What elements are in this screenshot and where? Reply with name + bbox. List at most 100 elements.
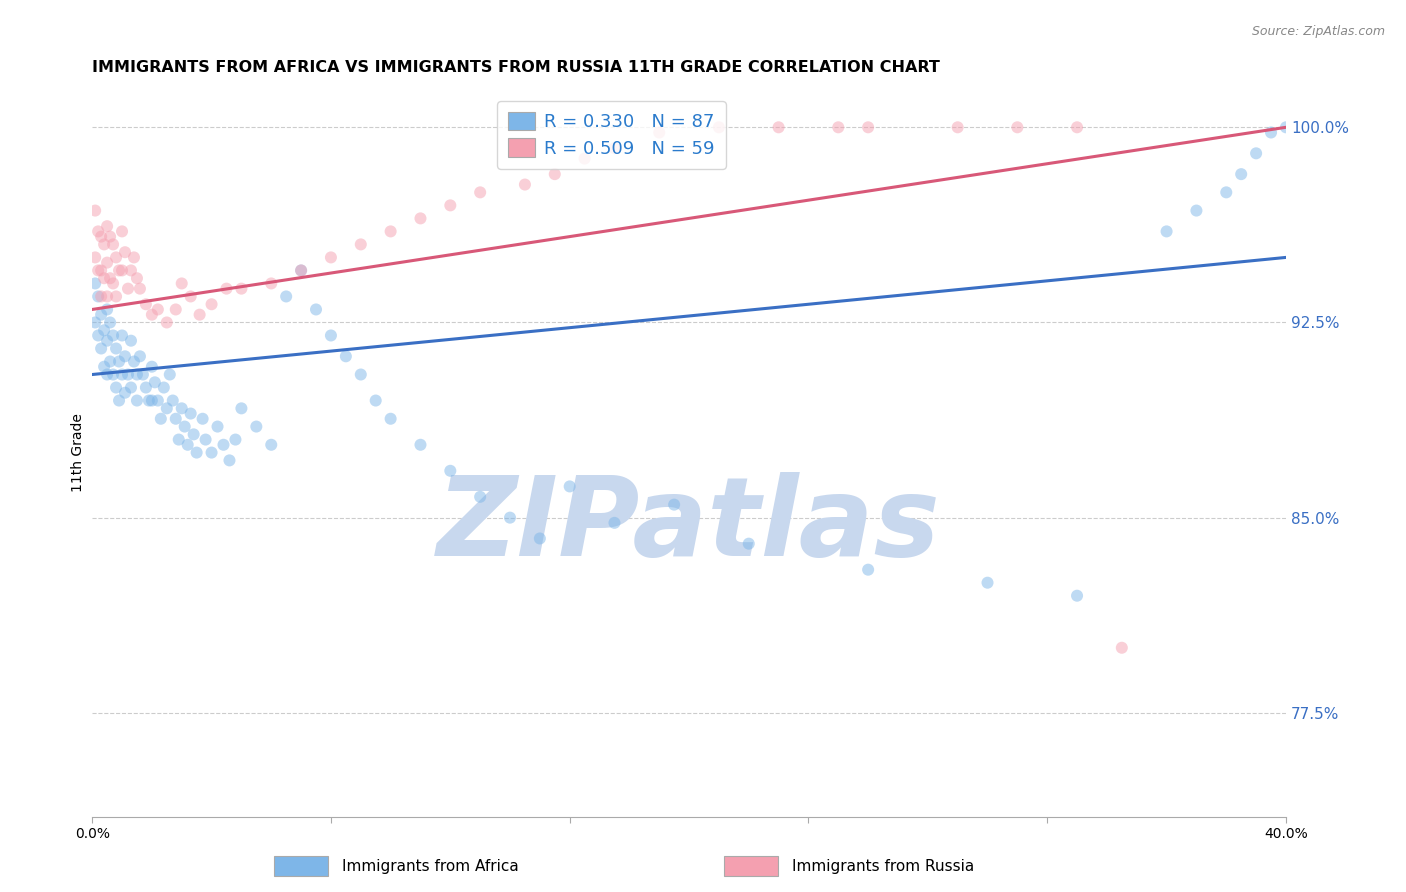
Point <box>149 411 172 425</box>
Point <box>218 453 240 467</box>
Point <box>856 563 879 577</box>
Point <box>93 237 115 252</box>
Point <box>98 229 121 244</box>
Point <box>153 380 176 394</box>
Point <box>135 297 157 311</box>
Point <box>135 380 157 394</box>
Point <box>90 289 112 303</box>
Point <box>976 575 998 590</box>
Point <box>170 401 193 416</box>
Point <box>114 349 136 363</box>
Point <box>1156 224 1178 238</box>
Text: ZIPatlas: ZIPatlas <box>437 472 941 579</box>
Point <box>544 167 567 181</box>
Point <box>93 323 115 337</box>
Point <box>96 334 118 348</box>
Point <box>98 271 121 285</box>
Point <box>1260 126 1282 140</box>
Point <box>215 282 238 296</box>
Point <box>159 368 181 382</box>
Point <box>176 438 198 452</box>
Point <box>162 393 184 408</box>
Point <box>93 271 115 285</box>
Point <box>105 289 128 303</box>
Point <box>143 376 166 390</box>
Point <box>117 282 139 296</box>
Point <box>96 368 118 382</box>
Point <box>120 380 142 394</box>
Point <box>946 120 969 135</box>
Point <box>380 411 402 425</box>
Point <box>603 516 626 530</box>
Point <box>186 445 208 459</box>
Point <box>138 393 160 408</box>
Point <box>170 277 193 291</box>
Point <box>558 479 581 493</box>
Point <box>409 211 432 226</box>
Point <box>183 427 205 442</box>
Point <box>98 316 121 330</box>
Point <box>439 464 461 478</box>
Point <box>173 419 195 434</box>
Point <box>87 224 110 238</box>
Point <box>260 277 283 291</box>
Point <box>827 120 849 135</box>
Point <box>350 237 373 252</box>
Point <box>1066 120 1088 135</box>
Point <box>738 536 761 550</box>
Point <box>105 342 128 356</box>
Point <box>1244 146 1267 161</box>
Point <box>1185 203 1208 218</box>
Legend: R = 0.330   N = 87, R = 0.509   N = 59: R = 0.330 N = 87, R = 0.509 N = 59 <box>498 101 725 169</box>
Point <box>1007 120 1029 135</box>
Point <box>156 316 179 330</box>
Point <box>380 224 402 238</box>
Point <box>105 251 128 265</box>
Point <box>84 203 107 218</box>
Point <box>117 368 139 382</box>
Point <box>180 407 202 421</box>
Point <box>96 289 118 303</box>
Point <box>141 359 163 374</box>
Point <box>574 152 596 166</box>
Point <box>603 141 626 155</box>
Point <box>156 401 179 416</box>
Point <box>84 316 107 330</box>
Point <box>125 393 148 408</box>
Point <box>165 411 187 425</box>
Point <box>129 349 152 363</box>
Point <box>146 393 169 408</box>
Point <box>141 393 163 408</box>
Point <box>114 245 136 260</box>
Point <box>84 277 107 291</box>
Point <box>165 302 187 317</box>
Point <box>231 282 253 296</box>
Text: Source: ZipAtlas.com: Source: ZipAtlas.com <box>1251 25 1385 38</box>
Point <box>409 438 432 452</box>
Point <box>1066 589 1088 603</box>
Point <box>305 302 328 317</box>
Point <box>335 349 357 363</box>
Point <box>191 411 214 425</box>
Point <box>350 368 373 382</box>
Point <box>231 401 253 416</box>
Point <box>768 120 790 135</box>
Text: Immigrants from Russia: Immigrants from Russia <box>792 859 974 873</box>
Point <box>111 368 134 382</box>
Point <box>90 263 112 277</box>
Point <box>84 251 107 265</box>
Point <box>105 380 128 394</box>
Point <box>125 368 148 382</box>
Point <box>96 302 118 317</box>
Text: Immigrants from Africa: Immigrants from Africa <box>342 859 519 873</box>
Point <box>90 308 112 322</box>
Point <box>87 263 110 277</box>
Point <box>662 498 685 512</box>
Point <box>1230 167 1253 181</box>
Point <box>260 438 283 452</box>
Point <box>499 510 522 524</box>
Point <box>93 359 115 374</box>
Point <box>98 354 121 368</box>
Point <box>114 385 136 400</box>
Point <box>180 289 202 303</box>
